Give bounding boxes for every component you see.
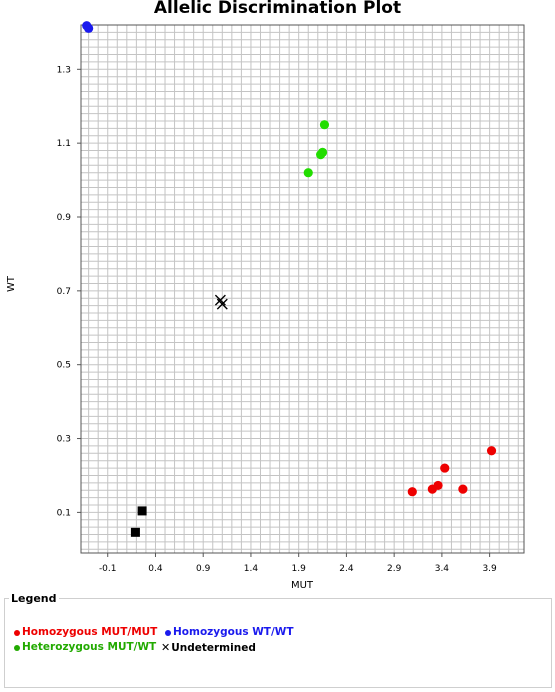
grid-lines — [81, 24, 524, 553]
x-tick-label: 2.9 — [387, 564, 402, 574]
axis-ticks: -0.1 0.4 0.9 1.4 1.9 2.4 2.9 3.4 3.9 0.1 0.3 0.5 0.7… — [57, 65, 497, 574]
data-point — [486, 446, 497, 456]
y-tick-label: 1.3 — [57, 65, 71, 75]
data-point — [440, 463, 450, 473]
x-tick-label: 1.9 — [292, 564, 307, 574]
data-point — [84, 23, 94, 33]
data-point-square — [130, 527, 140, 537]
data-points — [82, 21, 497, 537]
y-axis-label: WT — [6, 275, 17, 292]
legend-box — [4, 598, 552, 688]
data-point — [458, 484, 468, 494]
x-tick-label: 0.4 — [148, 564, 163, 574]
scatter-plot: -0.1 0.4 0.9 1.4 1.9 2.4 2.9 3.4 3.9 0.1 0.3 0.5 0.7… — [6, 21, 525, 591]
x-tick-label: -0.1 — [99, 564, 117, 574]
legend-item-undetermined: ✕ Undetermined — [161, 641, 256, 654]
chart-title: Allelic Discrimination Plot — [153, 0, 402, 18]
legend-label: Homozygous WT/WT — [173, 626, 294, 638]
blue-dot-icon — [165, 630, 171, 636]
y-tick-label: 1.1 — [57, 139, 71, 149]
data-point — [303, 168, 313, 178]
data-point-square — [137, 506, 147, 516]
x-tick-label: 3.9 — [482, 564, 497, 574]
x-tick-label: 2.4 — [339, 564, 354, 574]
data-point-x — [214, 294, 226, 306]
x-axis-label: MUT — [291, 580, 314, 591]
data-point — [319, 120, 330, 130]
legend-title: Legend — [9, 592, 59, 605]
legend-label: Heterozygous MUT/WT — [22, 641, 157, 653]
x-tick-label: 0.9 — [196, 564, 211, 574]
data-point — [407, 487, 417, 497]
green-dot-icon — [14, 645, 20, 651]
y-tick-label: 0.9 — [57, 213, 72, 223]
legend-label: Homozygous MUT/MUT — [22, 626, 158, 638]
x-tick-label: 3.4 — [435, 564, 450, 574]
x-tick-label: 1.4 — [244, 564, 259, 574]
x-mark-icon: ✕ — [161, 641, 171, 654]
legend-item-homozygous-mut: Homozygous MUT/MUT — [14, 626, 157, 638]
legend-item-heterozygous: Heterozygous MUT/WT — [14, 641, 156, 653]
y-tick-label: 0.3 — [57, 435, 71, 445]
legend-item-homozygous-wt: Homozygous WT/WT — [165, 626, 294, 638]
y-tick-label: 0.1 — [57, 508, 71, 518]
legend-label: Undetermined — [171, 641, 256, 654]
data-point — [317, 147, 328, 157]
plot-area — [80, 24, 525, 554]
red-dot-icon — [14, 630, 20, 636]
data-point — [433, 480, 443, 491]
data-point-x — [216, 298, 228, 310]
y-tick-label: 0.7 — [57, 287, 71, 297]
y-tick-label: 0.5 — [57, 361, 71, 371]
